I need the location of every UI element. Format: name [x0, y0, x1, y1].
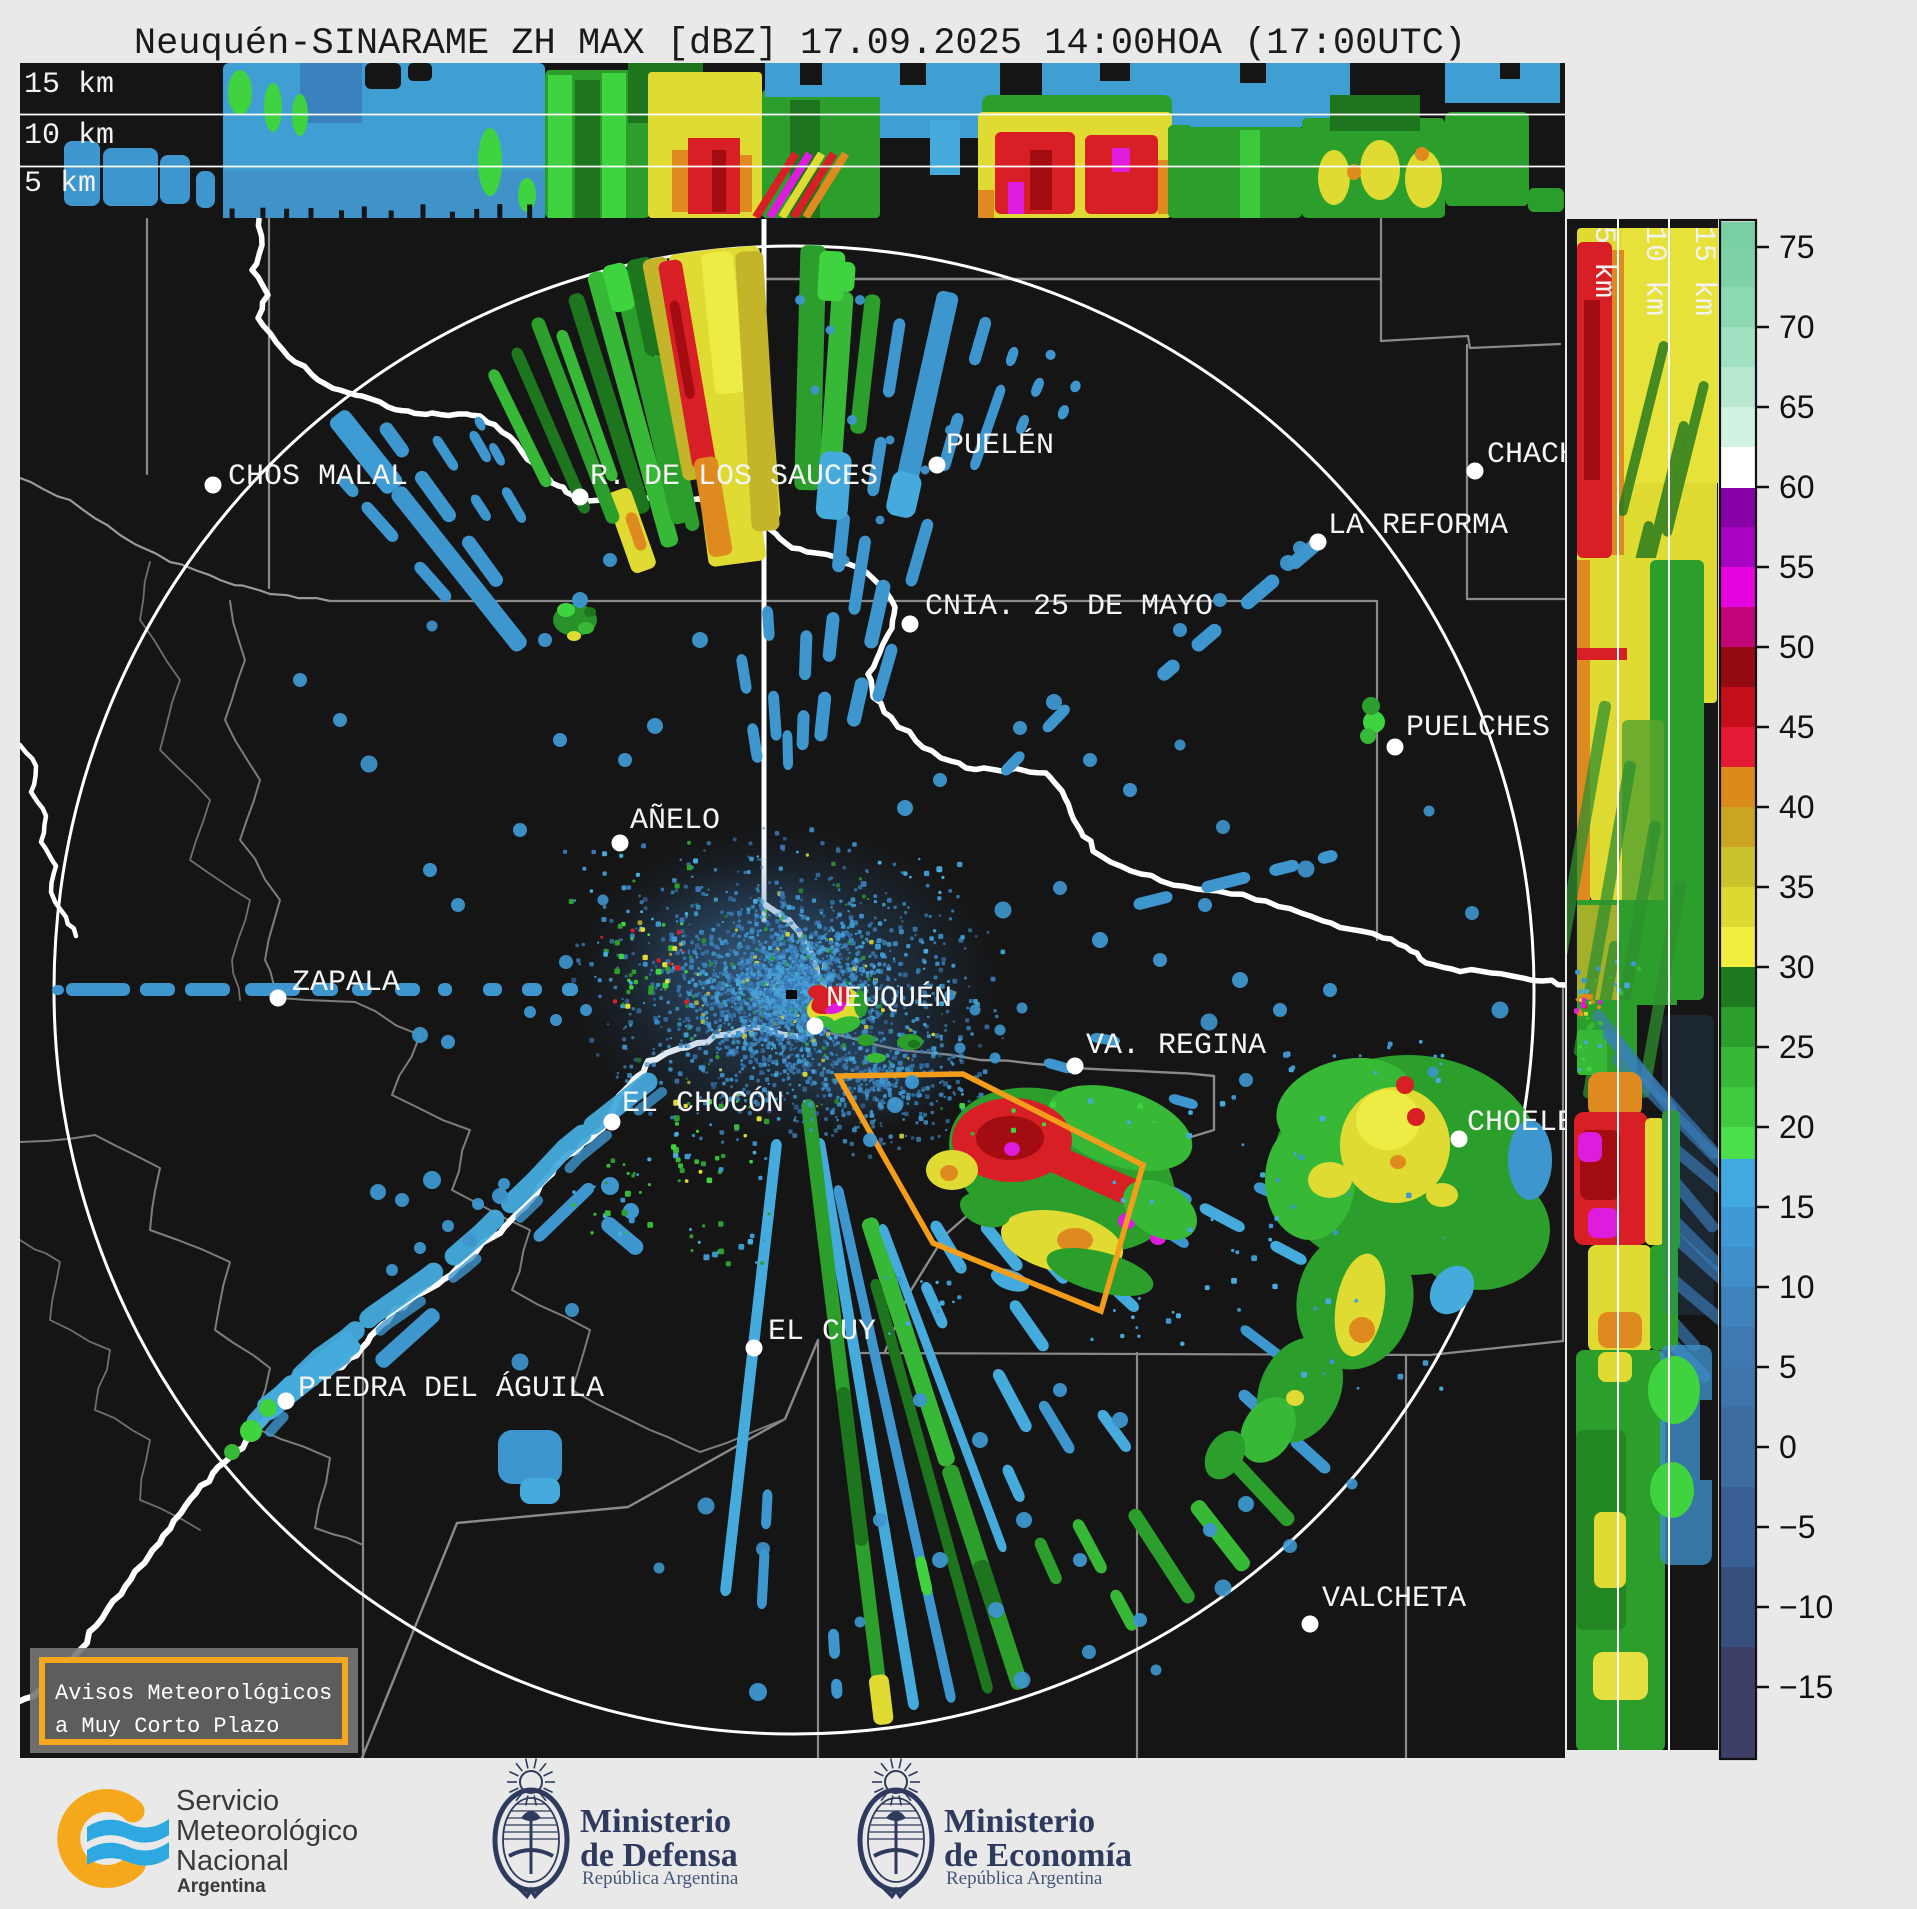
svg-text:Neuquén-SINARAME ZH MAX [dBZ]: Neuquén-SINARAME ZH MAX [dBZ] 17.09.2025…	[134, 23, 1466, 65]
svg-text:Ministerio: Ministerio	[944, 1803, 1095, 1840]
svg-text:CHACHI: CHACHI	[1487, 438, 1595, 472]
svg-text:CHOS MALAL: CHOS MALAL	[228, 460, 408, 494]
svg-text:VA. REGINA: VA. REGINA	[1086, 1029, 1266, 1063]
svg-text:LA REFORMA: LA REFORMA	[1328, 509, 1508, 543]
svg-text:40: 40	[1779, 789, 1815, 825]
svg-text:5: 5	[1779, 1349, 1797, 1385]
svg-text:Ministerio: Ministerio	[580, 1803, 731, 1840]
svg-text:−5: −5	[1779, 1509, 1815, 1545]
svg-text:10 km: 10 km	[1637, 226, 1671, 316]
svg-text:−15: −15	[1779, 1669, 1833, 1705]
svg-text:R. DE LOS SAUCES: R. DE LOS SAUCES	[590, 460, 878, 494]
svg-text:República Argentina: República Argentina	[582, 1868, 739, 1889]
svg-text:10 km: 10 km	[24, 119, 114, 153]
svg-text:a Muy Corto Plazo: a Muy Corto Plazo	[55, 1714, 279, 1739]
svg-text:50: 50	[1779, 629, 1815, 665]
svg-text:PUELCHES: PUELCHES	[1406, 711, 1550, 745]
svg-text:AÑELO: AÑELO	[630, 803, 720, 838]
svg-text:5 km: 5 km	[1586, 226, 1620, 298]
svg-text:CNIA. 25 DE MAYO: CNIA. 25 DE MAYO	[925, 590, 1213, 624]
svg-text:10: 10	[1779, 1269, 1815, 1305]
svg-text:Avisos Meteorológicos: Avisos Meteorológicos	[55, 1681, 332, 1706]
svg-text:Meteorológico: Meteorológico	[176, 1815, 358, 1847]
svg-text:60: 60	[1779, 469, 1815, 505]
svg-text:Nacional: Nacional	[176, 1845, 289, 1877]
svg-text:ZAPALA: ZAPALA	[292, 966, 400, 1000]
svg-text:35: 35	[1779, 869, 1815, 905]
svg-text:de Defensa: de Defensa	[580, 1837, 738, 1874]
svg-text:Argentina: Argentina	[177, 1876, 266, 1897]
svg-text:NEUQUÉN: NEUQUÉN	[826, 981, 952, 1016]
svg-text:55: 55	[1779, 549, 1815, 585]
svg-text:20: 20	[1779, 1109, 1815, 1145]
svg-text:15 km: 15 km	[1686, 226, 1720, 316]
svg-text:EL CHOCÓN: EL CHOCÓN	[622, 1086, 784, 1121]
svg-text:15 km: 15 km	[24, 68, 114, 102]
svg-text:45: 45	[1779, 709, 1815, 745]
svg-text:65: 65	[1779, 389, 1815, 425]
svg-text:15: 15	[1779, 1189, 1815, 1225]
svg-text:70: 70	[1779, 309, 1815, 345]
svg-text:0: 0	[1779, 1429, 1797, 1465]
svg-text:Servicio: Servicio	[176, 1785, 279, 1817]
svg-text:de Economía: de Economía	[944, 1837, 1132, 1874]
svg-text:PIEDRA DEL ÁGUILA: PIEDRA DEL ÁGUILA	[298, 1371, 604, 1406]
svg-text:PUELÉN: PUELÉN	[946, 428, 1054, 463]
svg-text:30: 30	[1779, 949, 1815, 985]
svg-text:EL CUY: EL CUY	[768, 1315, 876, 1349]
svg-text:5 km: 5 km	[24, 167, 96, 201]
svg-text:República Argentina: República Argentina	[946, 1868, 1103, 1889]
svg-text:−10: −10	[1779, 1589, 1833, 1625]
svg-text:25: 25	[1779, 1029, 1815, 1065]
svg-text:CHOELE C: CHOELE C	[1467, 1106, 1611, 1140]
svg-text:VALCHETA: VALCHETA	[1322, 1582, 1466, 1616]
svg-text:75: 75	[1779, 229, 1815, 265]
